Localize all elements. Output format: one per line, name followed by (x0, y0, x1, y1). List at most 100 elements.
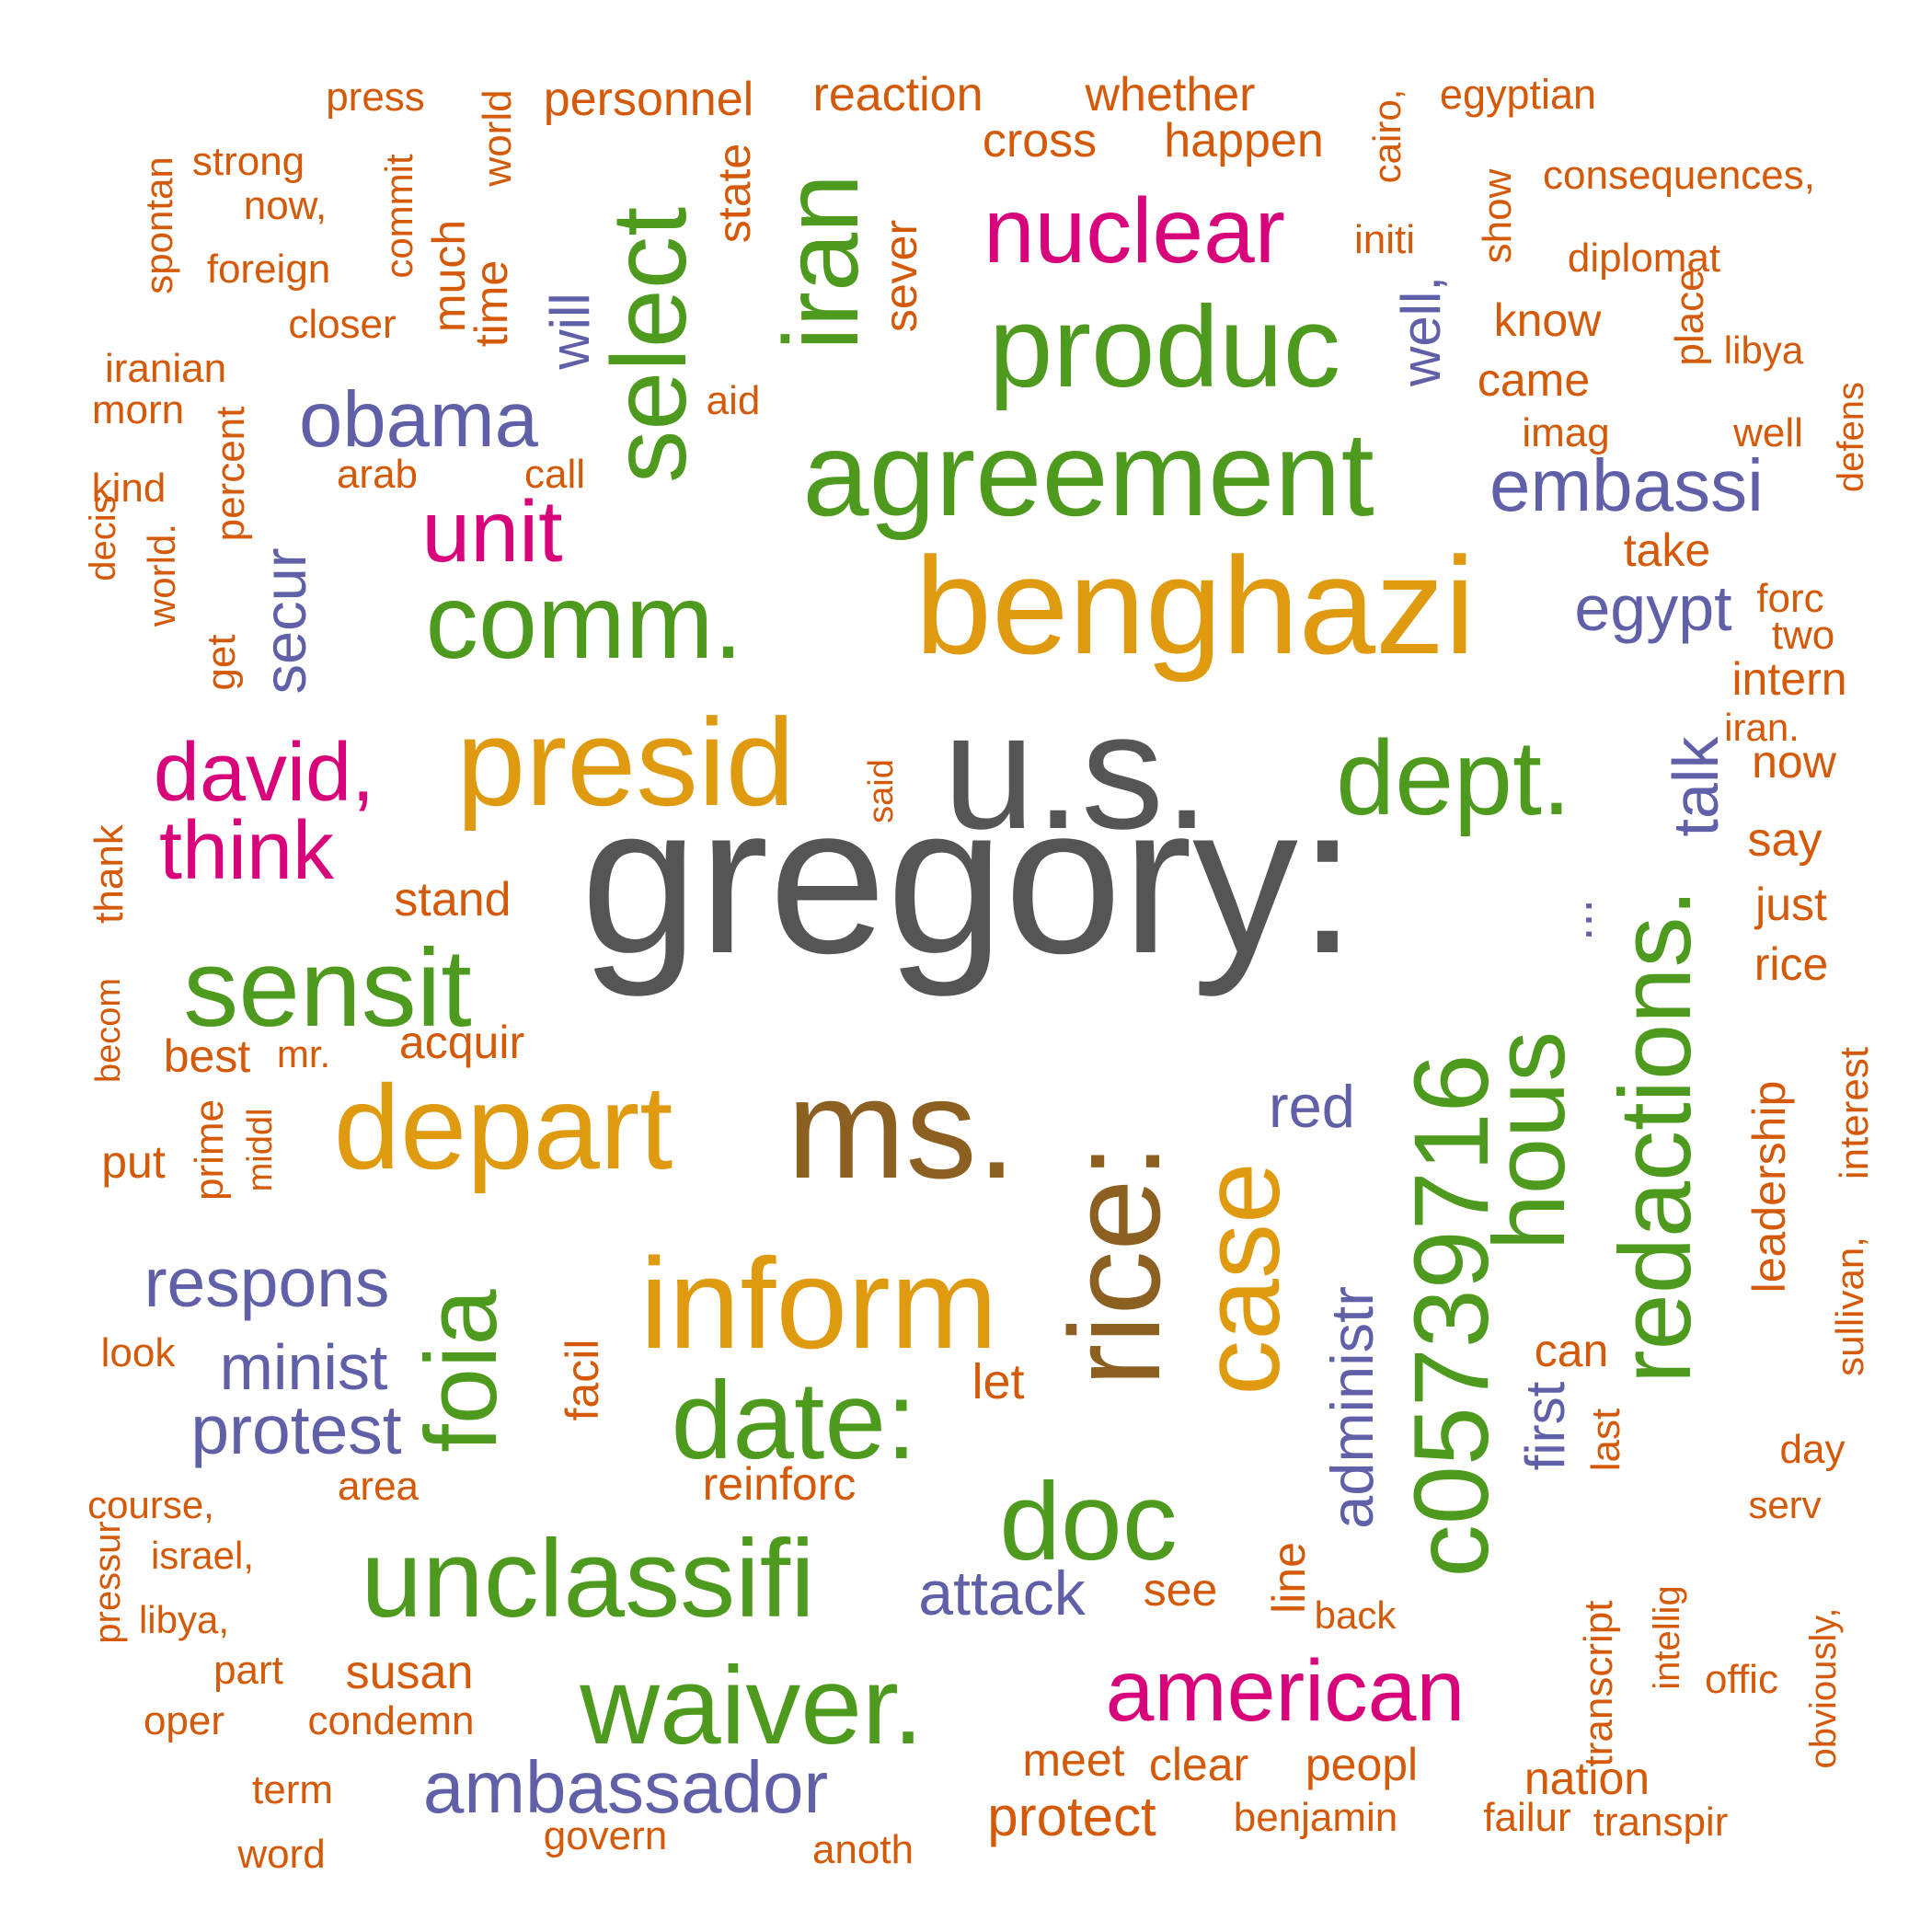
word-now: now, (244, 183, 328, 228)
word-state: state (708, 144, 760, 243)
word-doc: doc (999, 1460, 1177, 1583)
word-middl: middl (241, 1109, 280, 1192)
word-get: get (199, 634, 244, 690)
word-pressur: pressur (87, 1521, 128, 1643)
word-iranian: iranian (105, 346, 226, 391)
word-world: world (475, 89, 520, 187)
word-say: say (1748, 813, 1823, 867)
word-percent: percent (208, 407, 253, 542)
word-iran: iran. (1724, 706, 1800, 749)
word-think: think (159, 805, 335, 897)
word-becom: becom (89, 978, 128, 1083)
word-redactions: redactions. (1599, 889, 1712, 1384)
word-can: can (1535, 1325, 1609, 1376)
word-spontan: spontan (137, 156, 180, 293)
word-agreement: agreement (802, 407, 1374, 541)
word-arab: arab (337, 452, 418, 497)
word-came: came (1478, 354, 1590, 406)
word-well: well, (1390, 276, 1452, 387)
word-oper: oper (144, 1698, 224, 1743)
word-david: david, (154, 727, 374, 819)
word-condemn: condemn (307, 1698, 474, 1743)
word-two: two (1772, 613, 1834, 658)
word-anoth: anoth (812, 1827, 914, 1872)
word-area: area (338, 1464, 420, 1509)
word-administr: administr (1318, 1286, 1386, 1529)
word-talk: talk (1660, 736, 1731, 837)
word-sullivan: sullivan, (1828, 1236, 1871, 1376)
word-foreign: foreign (207, 247, 331, 292)
word-presid: presid (456, 693, 795, 832)
word-: ... (1546, 899, 1603, 941)
word-select: select (591, 207, 708, 483)
word-just: just (1754, 879, 1827, 930)
word-unit: unit (421, 483, 562, 581)
word-dept: dept. (1336, 719, 1571, 837)
word-protect: protect (987, 1786, 1156, 1847)
word-leadership: leadership (1743, 1081, 1795, 1294)
word-nuclear: nuclear (983, 179, 1285, 282)
word-interest: interest (1832, 1047, 1877, 1179)
word-world: world. (140, 523, 183, 627)
word-consequences: consequences, (1543, 153, 1815, 198)
word-libya: libya, (139, 1598, 229, 1641)
word-waiver: waiver. (579, 1644, 923, 1767)
word-transpir: transpir (1593, 1800, 1729, 1845)
word-attack: attack (918, 1558, 1086, 1628)
word-embassi: embassi (1489, 444, 1764, 526)
word-best: best (164, 1030, 251, 1082)
word-imag: imag (1522, 410, 1609, 455)
word-closer: closer (288, 302, 396, 347)
word-foia: foia (405, 1289, 518, 1453)
word-egypt: egypt (1574, 572, 1731, 644)
word-obviously: obviously, (1803, 1608, 1844, 1769)
word-word: word (236, 1832, 325, 1877)
word-produc: produc (989, 283, 1340, 411)
word-date: date: (672, 1359, 917, 1482)
word-failur: failur (1483, 1795, 1570, 1840)
word-acquir: acquir (399, 1017, 524, 1068)
word-u-s: u.s. (943, 679, 1210, 864)
word-know: know (1494, 294, 1603, 346)
word-time: time (466, 260, 517, 347)
word-susan: susan (346, 1646, 474, 1699)
word-now: now (1752, 736, 1837, 788)
word-take: take (1624, 524, 1711, 576)
word-offic: offic (1705, 1657, 1778, 1702)
word-reaction: reaction (813, 68, 983, 121)
word-cross: cross (983, 114, 1097, 167)
word-govern: govern (544, 1813, 668, 1858)
word-prime: prime (187, 1099, 232, 1201)
word-decis: decis (83, 495, 123, 581)
word-israel: israel, (151, 1534, 254, 1577)
word-serv: serv (1748, 1483, 1821, 1526)
word-stand: stand (394, 873, 511, 926)
word-obama: obama (299, 376, 539, 464)
word-first: first (1514, 1381, 1576, 1470)
word-see: see (1144, 1564, 1218, 1616)
word-said: said (862, 759, 901, 823)
word-secur: secur (251, 548, 318, 695)
word-case: case (1179, 1162, 1303, 1395)
word-ms: ms. (787, 1049, 1017, 1208)
word-sever: sever (875, 220, 926, 332)
word-protest: protest (190, 1391, 401, 1468)
word-look: look (101, 1330, 177, 1375)
word-unclassifi: unclassifi (361, 1517, 815, 1640)
word-meet: meet (1022, 1734, 1124, 1786)
word-let: let (972, 1354, 1024, 1409)
word-call: call (524, 452, 585, 497)
word-egyptian: egyptian (1440, 71, 1596, 118)
word-libya: libya (1724, 328, 1804, 372)
word-red: red (1269, 1073, 1355, 1140)
word-thank: thank (86, 823, 132, 924)
word-intellig: intellig (1647, 1585, 1687, 1689)
word-much: much (423, 220, 475, 332)
word-course: course, (87, 1483, 214, 1526)
word-cairo: cairo, (1365, 89, 1409, 184)
word-well: well (1732, 410, 1803, 455)
word-forc: forc (1756, 576, 1823, 621)
word-facil: facil (557, 1340, 608, 1421)
word-rice: rice (1754, 938, 1829, 990)
